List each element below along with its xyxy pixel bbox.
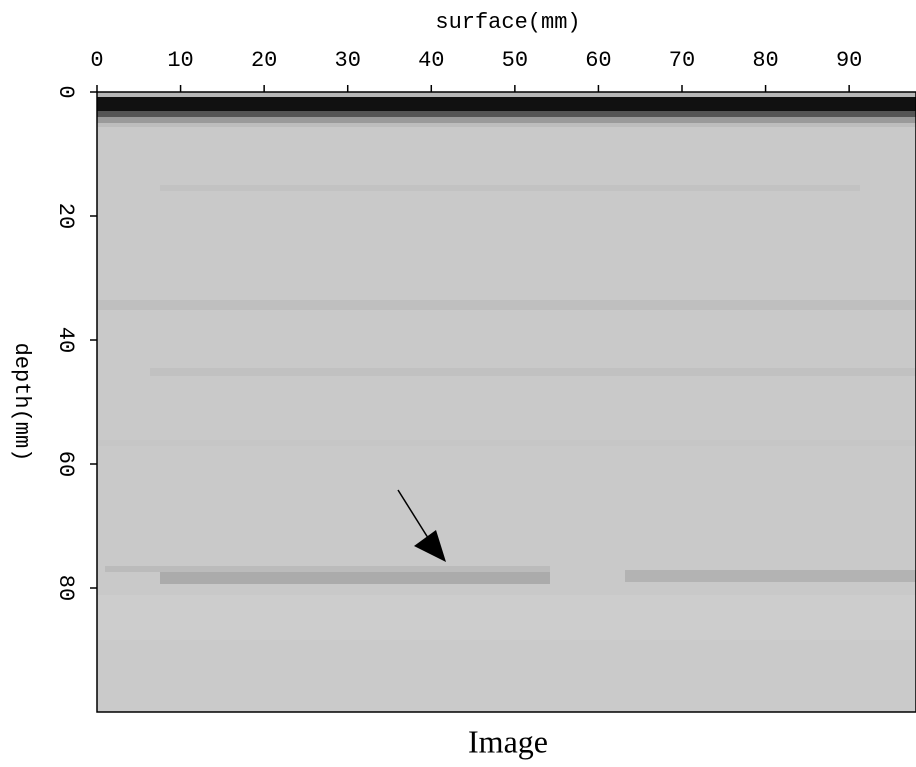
x-tick-label: 50 bbox=[502, 48, 528, 73]
x-tick-label: 10 bbox=[167, 48, 193, 73]
x-tick-label: 30 bbox=[335, 48, 361, 73]
y-tick-label: 60 bbox=[53, 451, 78, 477]
y-axis-title: depth(mm) bbox=[9, 343, 34, 462]
x-tick-label: 80 bbox=[752, 48, 778, 73]
x-tick-label: 20 bbox=[251, 48, 277, 73]
caption: Image bbox=[468, 723, 548, 759]
x-tick-label: 70 bbox=[669, 48, 695, 73]
x-axis-title: surface(mm) bbox=[435, 10, 580, 35]
x-tick-label: 60 bbox=[585, 48, 611, 73]
y-tick-label: 40 bbox=[53, 327, 78, 353]
y-tick-label: 20 bbox=[53, 203, 78, 229]
chart: surface(mm) Image depth(mm) 0 10 20 30 40 50 6… bbox=[0, 0, 916, 767]
x-tick-label: 0 bbox=[90, 48, 103, 73]
image-field bbox=[97, 92, 916, 712]
x-tick-label: 40 bbox=[418, 48, 444, 73]
x-tick-label: 90 bbox=[836, 48, 862, 73]
y-tick-label: 0 bbox=[53, 85, 78, 98]
y-tick-label: 80 bbox=[53, 575, 78, 601]
